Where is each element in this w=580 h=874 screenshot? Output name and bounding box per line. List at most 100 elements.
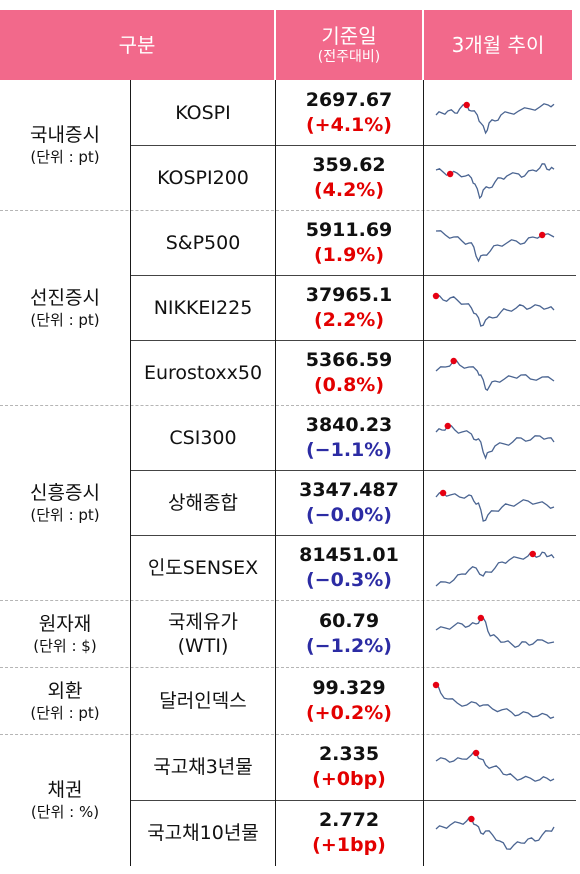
category-cell: 선진증시 (단위 : pt)	[0, 210, 130, 405]
item-name: 국고채10년물	[147, 822, 259, 844]
index-value: 5366.59	[305, 348, 393, 371]
item-name: 달러인덱스	[159, 689, 247, 712]
column-divider	[275, 80, 276, 866]
sparkline-path	[435, 102, 555, 135]
group-divider	[0, 734, 580, 736]
index-value: 81451.01	[299, 543, 399, 566]
header-category-label: 구분	[118, 33, 156, 57]
group-divider	[0, 405, 580, 407]
trend-sparkline	[435, 489, 555, 522]
weekly-change: (−0.0%)	[306, 503, 392, 526]
category-name: 원자재	[38, 612, 92, 635]
header-trend-label: 3개월 추이	[451, 33, 545, 57]
sparkline-peak-marker	[463, 101, 470, 108]
index-value: 5911.69	[305, 218, 393, 241]
item-cell: 상해종합	[131, 470, 275, 535]
trend-sparkline	[432, 681, 555, 719]
index-value: 2.772	[318, 809, 380, 831]
category-unit: (단위 : %)	[30, 803, 100, 821]
item-name: KOSPI	[175, 101, 231, 124]
header-base-date-title: 기준일	[321, 24, 377, 48]
weekly-change: (4.2%)	[313, 178, 385, 201]
item-cell: 달러인덱스	[131, 667, 275, 734]
value-cell: 5911.69 (1.9%)	[275, 210, 423, 275]
item-cell: KOSPI200	[131, 145, 275, 210]
category-cell: 채권 (단위 : %)	[0, 734, 130, 866]
row-divider	[130, 275, 576, 276]
item-name: S&P500	[165, 231, 241, 254]
item-name: 상해종합	[168, 491, 238, 514]
sparkline-peak-marker	[477, 614, 485, 621]
trend-sparkline	[435, 614, 555, 648]
value-cell: 99.329 (+0.2%)	[275, 667, 423, 734]
row-divider	[130, 800, 576, 801]
group-divider	[0, 600, 580, 602]
index-value: 359.62	[312, 153, 386, 176]
category-unit: (단위 : pt)	[30, 505, 100, 524]
sparkline-peak-marker	[529, 550, 536, 557]
row-divider	[130, 470, 576, 471]
sparkline-peak-marker	[432, 681, 440, 688]
index-value: 60.79	[318, 609, 380, 632]
column-divider	[130, 80, 131, 866]
sparkline-path	[435, 424, 555, 460]
group-divider	[0, 210, 580, 212]
item-name: KOSPI200	[157, 166, 249, 189]
category-name: 선진증시	[30, 286, 100, 309]
index-value: 2.335	[318, 743, 380, 765]
row-divider	[130, 535, 576, 536]
row-divider	[130, 340, 576, 341]
item-cell: 국고채3년물	[131, 734, 275, 800]
header-trend: 3개월 추이	[424, 10, 572, 80]
index-value: 2697.67	[305, 88, 393, 111]
index-value: 37965.1	[305, 283, 393, 306]
item-cell: 국제유가 (WTI)	[131, 600, 275, 667]
sparkline-path	[435, 229, 555, 263]
trend-sparkline	[435, 749, 555, 782]
value-cell: 359.62 (4.2%)	[275, 145, 423, 210]
sparkline-peak-marker	[450, 357, 457, 364]
sparkline-peak-marker	[446, 170, 454, 177]
category-unit: (단위 : pt)	[30, 310, 100, 329]
weekly-change: (+4.1%)	[306, 113, 392, 136]
item-cell: KOSPI	[131, 80, 275, 145]
category-cell: 신흥증시 (단위 : pt)	[0, 405, 130, 600]
weekly-change: (+0bp)	[312, 768, 386, 790]
weekly-change: (+1bp)	[312, 834, 386, 856]
sparkline-path	[435, 359, 555, 391]
sparkline-peak-marker	[539, 231, 546, 238]
column-divider	[423, 80, 424, 866]
category-name: 채권	[47, 779, 83, 801]
sparkline-path	[435, 750, 555, 782]
sparkline-peak-marker	[444, 422, 451, 429]
weekly-change: (−1.1%)	[306, 438, 392, 461]
sparkline-path	[435, 162, 555, 199]
trend-sparkline	[435, 229, 555, 263]
category-name: 외환	[47, 679, 83, 702]
value-cell: 2.772 (+1bp)	[275, 800, 423, 866]
item-name: 인도SENSEX	[147, 556, 259, 579]
item-cell: 인도SENSEX	[131, 535, 275, 600]
sparkline-path	[435, 616, 555, 648]
category-name: 신흥증시	[30, 481, 100, 504]
value-cell: 5366.59 (0.8%)	[275, 340, 423, 405]
trend-sparkline	[435, 101, 555, 135]
sparkline-peak-marker	[432, 292, 440, 299]
value-cell: 37965.1 (2.2%)	[275, 275, 423, 340]
category-cell: 외환 (단위 : pt)	[0, 667, 130, 734]
item-cell: CSI300	[131, 405, 275, 470]
index-value: 3840.23	[305, 413, 393, 436]
trend-sparkline	[435, 550, 555, 586]
weekly-change: (1.9%)	[313, 243, 385, 266]
value-cell: 2.335 (+0bp)	[275, 734, 423, 800]
weekly-change: (0.8%)	[313, 373, 385, 396]
category-cell: 국내증시 (단위 : pt)	[0, 80, 130, 210]
index-value: 99.329	[312, 676, 386, 699]
value-cell: 81451.01 (−0.3%)	[275, 535, 423, 600]
item-cell: NIKKEI225	[131, 275, 275, 340]
item-name: NIKKEI225	[153, 296, 253, 319]
sparkline-peak-marker	[468, 815, 475, 823]
item-cell: Eurostoxx50	[131, 340, 275, 405]
header-base-date: 기준일 (전주대비)	[276, 10, 422, 80]
sparkline-peak-marker	[439, 489, 447, 496]
